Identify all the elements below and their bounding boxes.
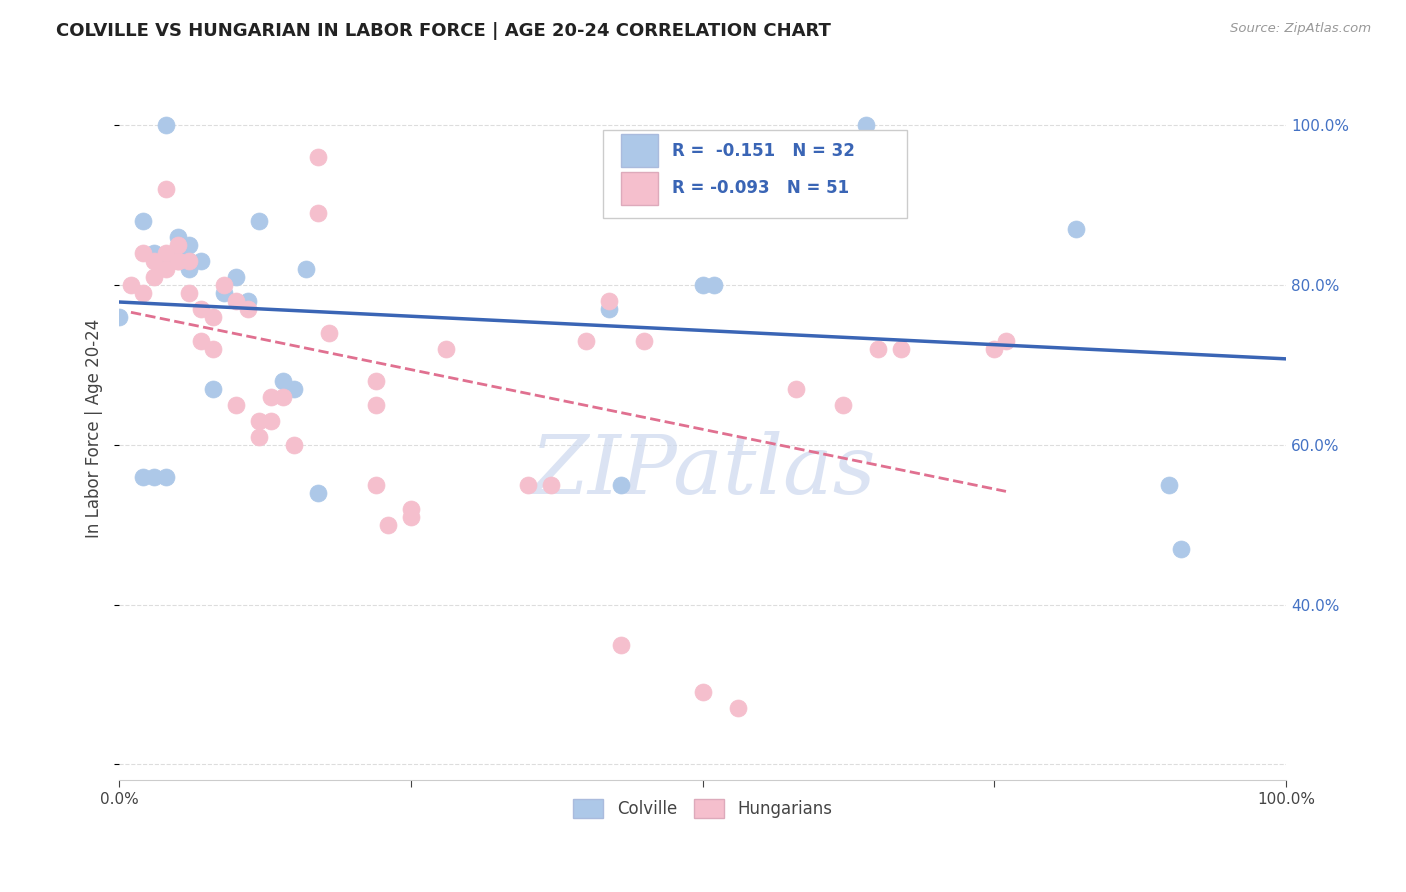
Point: [271, 374, 294, 388]
Point: [225, 294, 247, 309]
Point: [214, 278, 236, 293]
Point: [260, 390, 283, 404]
Point: [307, 150, 329, 164]
Point: [131, 214, 153, 228]
Point: [155, 470, 177, 484]
Point: [166, 238, 188, 252]
Point: [1159, 477, 1181, 491]
Text: R = -0.093   N = 51: R = -0.093 N = 51: [672, 179, 849, 197]
Point: [307, 485, 329, 500]
Point: [434, 342, 457, 356]
Point: [143, 270, 166, 285]
Point: [295, 262, 318, 277]
Point: [855, 119, 877, 133]
Point: [179, 238, 201, 252]
Point: [225, 270, 247, 285]
Point: [271, 390, 294, 404]
Point: [260, 414, 283, 428]
Point: [692, 685, 714, 699]
Point: [179, 262, 201, 277]
Point: [598, 301, 620, 316]
Text: Source: ZipAtlas.com: Source: ZipAtlas.com: [1230, 22, 1371, 36]
Point: [131, 470, 153, 484]
Point: [318, 326, 340, 340]
Point: [831, 398, 853, 412]
Point: [166, 254, 188, 268]
FancyBboxPatch shape: [621, 134, 658, 168]
Point: [166, 230, 188, 244]
Point: [364, 374, 387, 388]
Point: [190, 301, 212, 316]
Point: [364, 477, 387, 491]
Point: [364, 398, 387, 412]
Point: [247, 214, 270, 228]
Text: ZIPatlas: ZIPatlas: [530, 431, 876, 511]
Text: R =  -0.151   N = 32: R = -0.151 N = 32: [672, 142, 855, 160]
Point: [1170, 541, 1192, 556]
Point: [108, 310, 131, 324]
Y-axis label: In Labor Force | Age 20-24: In Labor Force | Age 20-24: [86, 319, 103, 539]
Point: [120, 278, 142, 293]
Point: [983, 342, 1005, 356]
Point: [307, 206, 329, 220]
Point: [190, 254, 212, 268]
Point: [143, 470, 166, 484]
Point: [994, 334, 1017, 348]
Point: [179, 286, 201, 301]
Point: [214, 286, 236, 301]
Point: [785, 382, 807, 396]
Point: [703, 278, 725, 293]
Point: [598, 294, 620, 309]
Point: [692, 278, 714, 293]
Point: [377, 517, 399, 532]
Point: [143, 246, 166, 260]
Point: [540, 477, 562, 491]
Point: [155, 182, 177, 196]
Point: [201, 342, 224, 356]
Point: [399, 501, 422, 516]
Point: [247, 414, 270, 428]
Point: [179, 254, 201, 268]
Point: [155, 119, 177, 133]
Point: [225, 398, 247, 412]
FancyBboxPatch shape: [621, 171, 658, 205]
Point: [866, 342, 889, 356]
FancyBboxPatch shape: [603, 130, 907, 218]
Point: [727, 701, 749, 715]
Point: [201, 310, 224, 324]
Point: [236, 294, 259, 309]
Point: [190, 334, 212, 348]
Point: [166, 254, 188, 268]
Point: [236, 301, 259, 316]
Point: [155, 246, 177, 260]
Point: [575, 334, 598, 348]
Point: [201, 382, 224, 396]
Text: COLVILLE VS HUNGARIAN IN LABOR FORCE | AGE 20-24 CORRELATION CHART: COLVILLE VS HUNGARIAN IN LABOR FORCE | A…: [56, 22, 831, 40]
Point: [633, 334, 655, 348]
Point: [131, 246, 153, 260]
Point: [516, 477, 538, 491]
Point: [283, 438, 305, 452]
Point: [179, 254, 201, 268]
Point: [247, 430, 270, 444]
Point: [283, 382, 305, 396]
Point: [890, 342, 912, 356]
Point: [143, 254, 166, 268]
Point: [877, 182, 900, 196]
Point: [131, 286, 153, 301]
Point: [166, 246, 188, 260]
Legend: Colville, Hungarians: Colville, Hungarians: [567, 792, 838, 825]
Point: [610, 638, 633, 652]
Point: [155, 254, 177, 268]
Point: [155, 262, 177, 277]
Point: [610, 477, 633, 491]
Point: [1064, 222, 1087, 236]
Point: [399, 509, 422, 524]
